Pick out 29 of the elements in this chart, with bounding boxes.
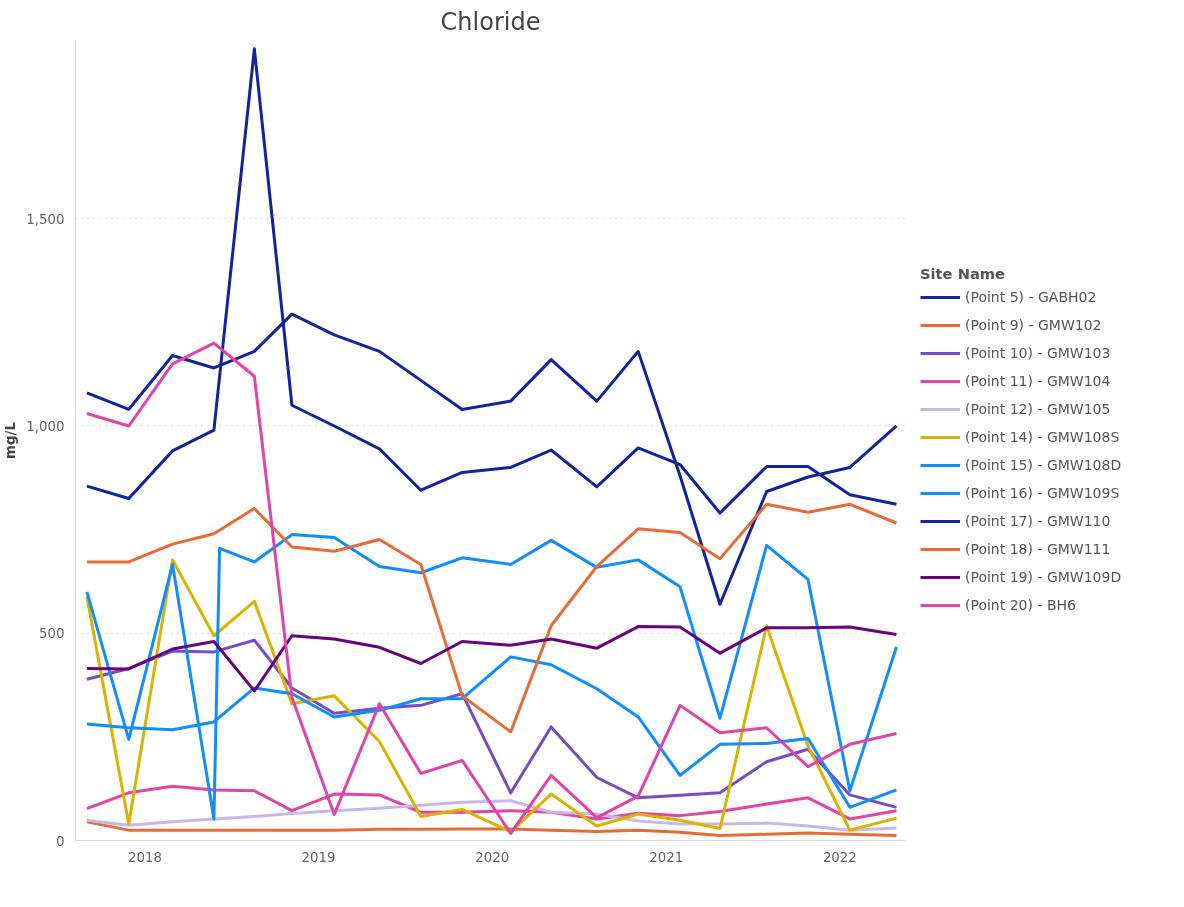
- legend-label: (Point 19) - GMW109D: [965, 569, 1122, 585]
- legend-label: (Point 20) - BH6: [965, 597, 1076, 613]
- line-series: [85, 341, 898, 835]
- legend-label: (Point 18) - GMW111: [965, 541, 1111, 557]
- x-tick-label: 2019: [301, 849, 336, 865]
- legend-label: (Point 12) - GMW105: [965, 401, 1111, 417]
- legend-label: (Point 16) - GMW109S: [965, 485, 1120, 501]
- x-tick-label: 2020: [475, 849, 510, 865]
- y-tick-label: 1,500: [26, 211, 65, 227]
- legend-label: (Point 15) - GMW108D: [965, 457, 1122, 473]
- line-series: [85, 820, 898, 838]
- legend-label: (Point 10) - GMW103: [965, 345, 1111, 361]
- legend-title: Site Name: [920, 265, 1006, 282]
- line-series: [85, 502, 898, 734]
- line-series: [85, 799, 898, 832]
- legend-label: (Point 14) - GMW108S: [965, 429, 1120, 445]
- line-series: [85, 625, 898, 693]
- y-tick-label: 500: [39, 626, 65, 642]
- x-tick-label: 2021: [649, 849, 684, 865]
- y-axis-title: mg/L: [3, 421, 19, 459]
- y-tick-label: 1,000: [26, 418, 65, 434]
- legend-label: (Point 9) - GMW102: [965, 317, 1102, 333]
- legend-label: (Point 17) - GMW110: [965, 513, 1111, 529]
- legend-label: (Point 11) - GMW104: [965, 373, 1111, 389]
- x-tick-label: 2018: [127, 849, 162, 865]
- legend-label: (Point 5) - GABH02: [965, 289, 1097, 305]
- y-tick-label: 0: [56, 833, 65, 849]
- x-tick-label: 2022: [822, 849, 857, 865]
- chart-title: Chloride: [440, 7, 541, 36]
